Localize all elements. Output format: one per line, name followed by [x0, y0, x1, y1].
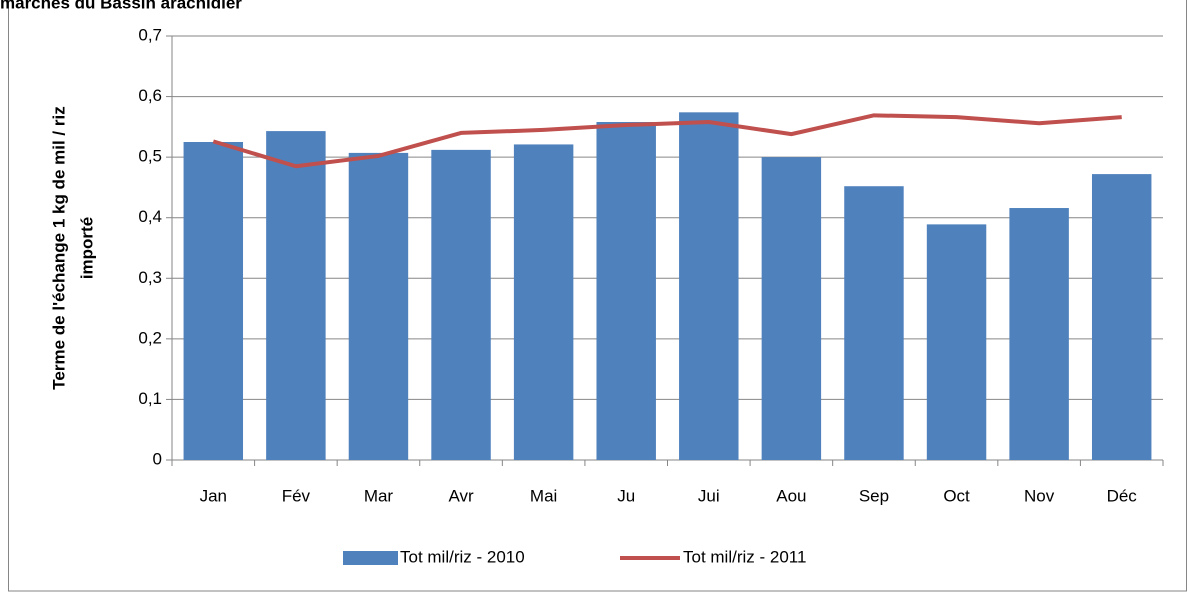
bar — [926, 224, 987, 460]
x-tick-label: Mar — [364, 486, 394, 505]
y-tick-label: 0 — [153, 449, 162, 468]
x-tick-label: Nov — [1024, 486, 1055, 505]
line — [212, 113, 1122, 169]
y-tick-label: 0,7 — [138, 25, 162, 44]
bar — [596, 122, 656, 461]
bar — [1009, 208, 1069, 460]
x-tick-label: Mai — [530, 486, 557, 505]
bar — [183, 142, 244, 460]
bar — [679, 112, 739, 460]
bar — [844, 186, 904, 460]
legend-label: Tot mil/riz - 2010 — [400, 547, 525, 566]
y-axis-title-line: Terme de l'échange 1 kg de mil / riz — [49, 106, 68, 389]
x-tick-label: Oct — [943, 486, 970, 505]
bar — [431, 149, 491, 461]
bar — [348, 152, 409, 460]
y-tick-label: 0,5 — [138, 147, 162, 166]
bar — [1091, 174, 1152, 461]
legend-label: Tot mil/riz - 2011 — [683, 547, 806, 566]
chart-frame — [8, 0, 1187, 592]
x-tick-label: Jui — [698, 486, 720, 505]
x-tick-label: Ju — [617, 486, 635, 505]
y-axis-title-line: importé — [77, 217, 96, 279]
x-tick-label: Déc — [1107, 486, 1138, 505]
y-tick-label: 0,6 — [138, 86, 162, 105]
x-tick-label: Sep — [859, 486, 889, 505]
bar — [266, 131, 326, 460]
y-tick-label: 0,1 — [138, 389, 162, 408]
bar — [513, 144, 574, 460]
y-tick-label: 0,2 — [138, 328, 162, 347]
x-tick-label: Fév — [282, 486, 311, 505]
y-tick-label: 0,4 — [138, 207, 162, 226]
x-tick-label: Avr — [448, 486, 474, 505]
chart-title: marchés du Bassin arachidier — [0, 0, 242, 12]
bar — [761, 157, 822, 460]
x-tick-label: Jan — [200, 486, 227, 505]
y-axis-title: Terme de l'échange 1 kg de mil / riz imp… — [49, 106, 96, 389]
x-tick-label: Aou — [776, 486, 806, 505]
legend-swatch — [343, 551, 398, 565]
y-tick-label: 0,3 — [138, 268, 162, 287]
